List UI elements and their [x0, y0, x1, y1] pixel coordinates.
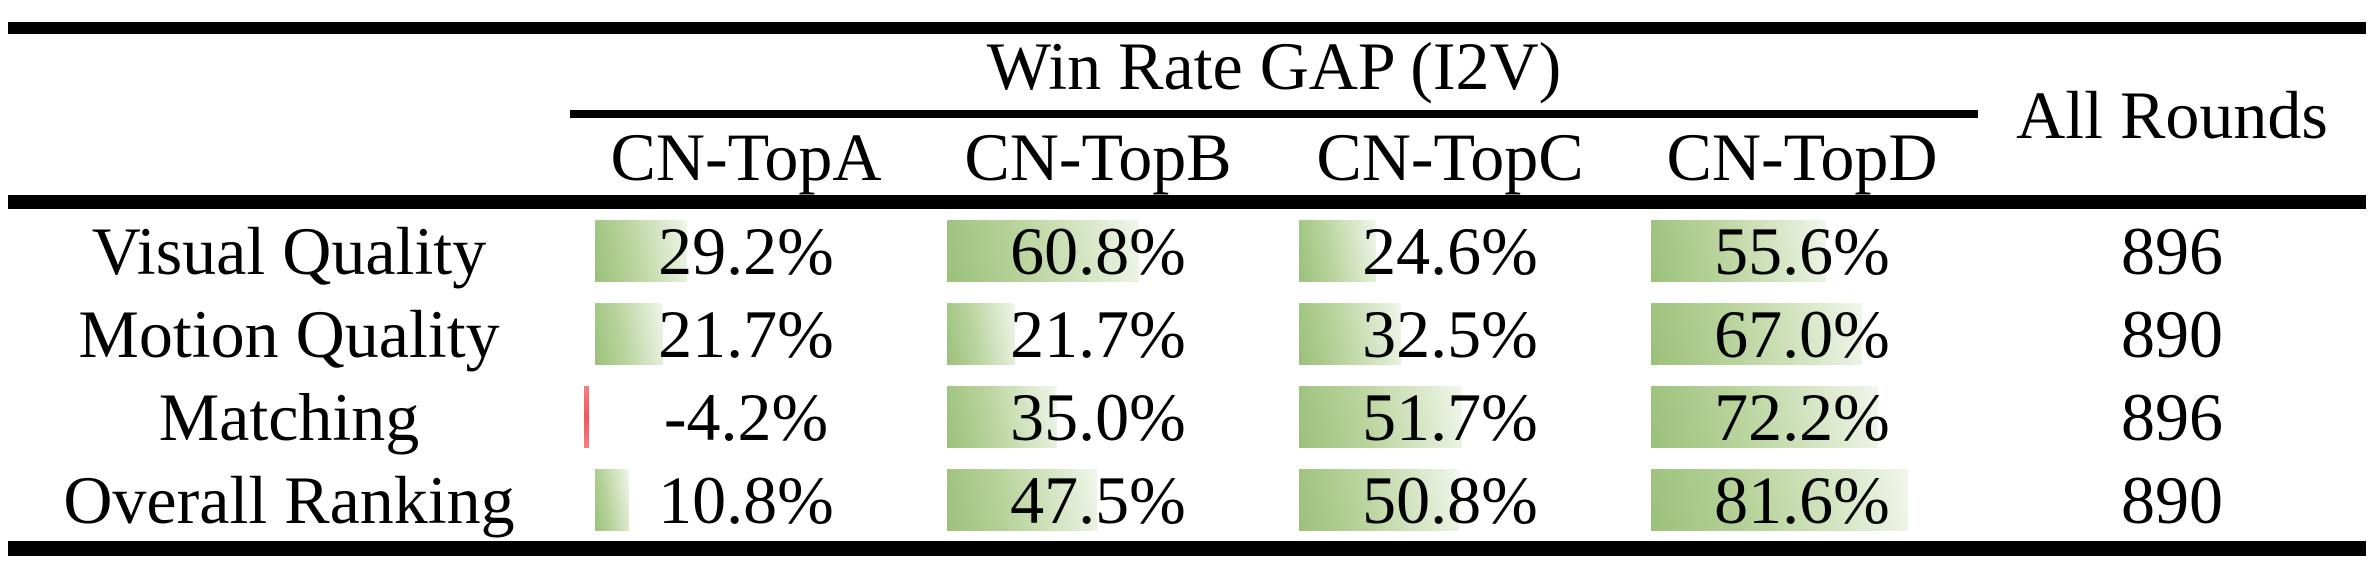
value-text: 35.0%	[1010, 378, 1186, 455]
value-cell: 21.7%	[570, 292, 922, 375]
data-bar	[595, 468, 630, 531]
value-cell: 81.6%	[1626, 458, 1978, 541]
value-text: 60.8%	[1010, 212, 1186, 289]
all-rounds-value: 896	[2121, 212, 2223, 289]
data-bar	[947, 385, 1058, 448]
value-cell: 47.5%	[922, 458, 1274, 541]
value-cell: 21.7%	[922, 292, 1274, 375]
value-text: 10.8%	[658, 461, 834, 538]
value-cell: 32.5%	[1274, 292, 1626, 375]
column-headers-row: CN-TopA CN-TopB CN-TopC CN-TopD	[570, 118, 1978, 195]
data-bar	[947, 302, 1016, 365]
value-text: 21.7%	[658, 295, 834, 372]
table-row-matching: Matching -4.2% 35.0% 51.7% 72.2% 896	[8, 375, 2366, 458]
data-bar	[584, 385, 590, 448]
value-text: 24.6%	[1362, 212, 1538, 289]
value-cell: 60.8%	[922, 209, 1274, 292]
value-text: 67.0%	[1714, 295, 1890, 372]
row-label: Overall Ranking	[63, 461, 515, 538]
value-text: 47.5%	[1010, 461, 1186, 538]
data-bar	[1299, 219, 1377, 282]
value-cell: 35.0%	[922, 375, 1274, 458]
value-text: 50.8%	[1362, 461, 1538, 538]
value-text: 29.2%	[658, 212, 834, 289]
data-bar	[1299, 385, 1462, 448]
value-cell: -4.2%	[570, 375, 922, 458]
all-rounds-header: All Rounds	[2016, 76, 2328, 153]
value-text: 81.6%	[1714, 461, 1890, 538]
row-label: Visual Quality	[91, 212, 487, 289]
data-bar	[1651, 302, 1863, 365]
data-bar	[947, 219, 1139, 282]
table-header: Win Rate GAP (I2V) All Rounds CN-TopA CN…	[8, 28, 2366, 209]
column-header-cn-topc: CN-TopC	[1316, 118, 1584, 195]
column-header-cn-topb: CN-TopB	[964, 118, 1232, 195]
group-header-cell: Win Rate GAP (I2V)	[570, 28, 1978, 118]
value-cell: 24.6%	[1274, 209, 1626, 292]
data-bar	[595, 302, 664, 365]
value-text: 32.5%	[1362, 295, 1538, 372]
value-cell: 55.6%	[1626, 209, 1978, 292]
value-text: 51.7%	[1362, 378, 1538, 455]
row-label: Motion Quality	[78, 295, 500, 372]
data-bar	[1651, 219, 1827, 282]
data-bar	[1651, 468, 1909, 531]
header-spacer	[8, 34, 570, 118]
data-bar	[1651, 385, 1879, 448]
data-bar	[1299, 468, 1460, 531]
value-cell: 51.7%	[1274, 375, 1626, 458]
value-cell: 67.0%	[1626, 292, 1978, 375]
value-text: 21.7%	[1010, 295, 1186, 372]
group-header: Win Rate GAP (I2V)	[986, 28, 1562, 104]
row-label: Matching	[158, 378, 420, 455]
data-bar	[1299, 302, 1402, 365]
all-rounds-value: 896	[2121, 378, 2223, 455]
data-bar	[947, 468, 1097, 531]
value-cell: 50.8%	[1274, 458, 1626, 541]
results-table: Win Rate GAP (I2V) All Rounds CN-TopA CN…	[8, 22, 2366, 556]
table-row-overall-ranking: Overall Ranking 10.8% 47.5% 50.8% 81.6% …	[8, 458, 2366, 541]
column-header-cn-topa: CN-TopA	[610, 118, 882, 195]
value-cell: 10.8%	[570, 458, 922, 541]
all-rounds-value: 890	[2121, 295, 2223, 372]
value-text: 55.6%	[1714, 212, 1890, 289]
value-cell: 29.2%	[570, 209, 922, 292]
column-header-cn-topd: CN-TopD	[1666, 118, 1938, 195]
table-row-motion-quality: Motion Quality 21.7% 21.7% 32.5% 67.0% 8…	[8, 292, 2366, 375]
value-text: 72.2%	[1714, 378, 1890, 455]
value-cell: 72.2%	[1626, 375, 1978, 458]
table-row-visual-quality: Visual Quality 29.2% 60.8% 24.6% 55.6% 8…	[8, 209, 2366, 292]
data-bar	[595, 219, 687, 282]
all-rounds-header-cell: All Rounds	[1978, 34, 2366, 195]
value-text: -4.2%	[663, 378, 829, 455]
all-rounds-value: 890	[2121, 461, 2223, 538]
